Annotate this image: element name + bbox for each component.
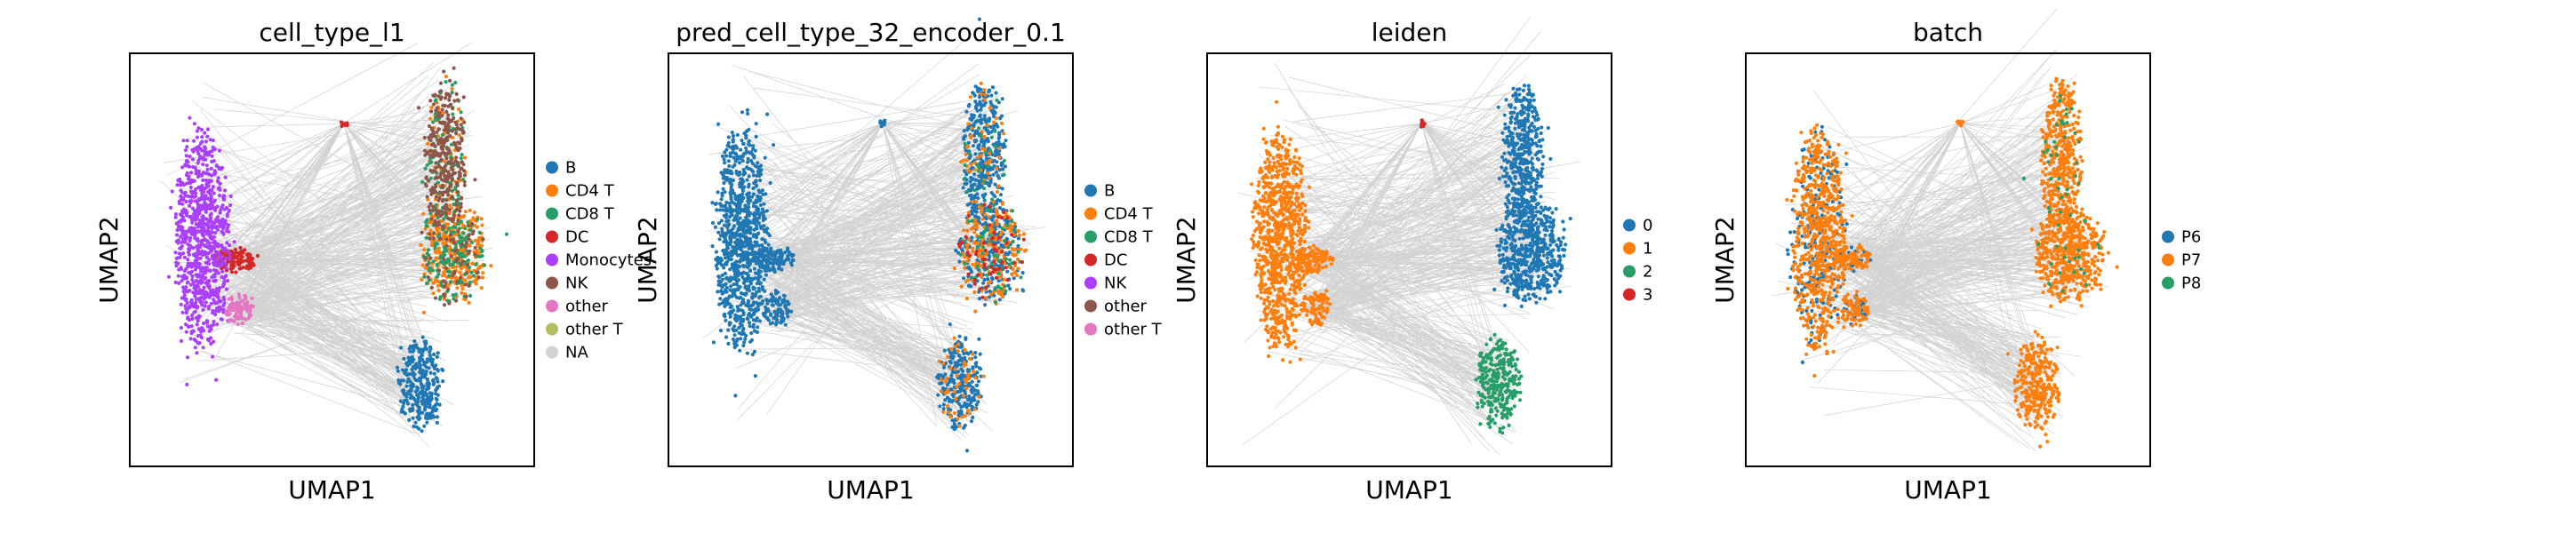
y-axis-label: UMAP2	[1172, 216, 1201, 304]
legend-label-na: NA	[565, 344, 588, 362]
legend-label-b: B	[1104, 182, 1115, 201]
legend-marker-other-t	[1084, 322, 1097, 336]
plot-frame	[668, 52, 1074, 467]
legend-marker-nk	[1084, 276, 1097, 290]
legend-label-other-t: other T	[1104, 321, 1163, 339]
points-p7	[1785, 76, 2119, 449]
legend-label-dc: DC	[565, 228, 588, 247]
points-3	[1419, 118, 1427, 129]
legend-marker-cd8-t	[546, 207, 558, 220]
legend: B CD4 T CD8 T DC NK other other T	[1084, 182, 1163, 339]
legend-label-1: 1	[1643, 240, 1652, 259]
legend-marker-2	[1623, 265, 1636, 278]
legend-marker-other-t	[546, 322, 558, 336]
legend-label-b: B	[565, 159, 576, 178]
points-b	[710, 17, 1026, 453]
legend-label-nk: NK	[565, 274, 588, 293]
legend: P6 P7 P8	[2162, 228, 2201, 293]
points-nk	[417, 66, 485, 307]
legend-marker-cd4-t	[1084, 207, 1097, 220]
panel-leiden: leiden UMAP1 UMAP2 0 1 2 3	[1172, 17, 1652, 505]
points-1	[1250, 99, 1335, 364]
legend-label-3: 3	[1643, 286, 1652, 305]
legend-label-cd8-t: CD8 T	[565, 205, 615, 224]
panel-batch: batch UMAP1 UMAP2 P6 P7 P8	[1710, 8, 2201, 505]
legend-label-nk: NK	[1104, 274, 1127, 293]
points-b	[395, 335, 445, 434]
panel-title: cell_type_l1	[259, 18, 404, 47]
legend-marker-0	[1623, 219, 1636, 232]
y-axis-label: UMAP2	[1710, 216, 1740, 304]
legend-label-0: 0	[1643, 217, 1652, 235]
legend: B CD4 T CD8 T DC Monocytes NK other other T NA	[546, 159, 652, 362]
legend-label-cd4-t: CD4 T	[565, 182, 615, 201]
legend-label-monocytes: Monocytes	[565, 251, 652, 270]
panel-title: leiden	[1372, 18, 1448, 47]
graph-edges	[1771, 8, 2109, 452]
legend-label-dc: DC	[1104, 251, 1127, 270]
legend-marker-p8	[2162, 276, 2174, 290]
points-p8	[2021, 93, 2101, 293]
legend-marker-p7	[2162, 253, 2174, 266]
legend-label-p7: P7	[2181, 251, 2201, 270]
edge-bundle	[1771, 8, 2109, 452]
points-monocytes	[166, 115, 236, 386]
legend-marker-3	[1623, 288, 1636, 301]
legend-label-cd4-t: CD4 T	[1104, 205, 1154, 224]
legend-label-p6: P6	[2181, 228, 2201, 247]
edge-bundle	[1237, 17, 1580, 456]
panel-pred-cell-type-32-encoder-0-1: pred_cell_type_32_encoder_0.1 UMAP1 UMAP2 B…	[633, 17, 1163, 505]
legend-marker-1	[1623, 242, 1636, 255]
graph-edges	[1237, 17, 1580, 456]
graph-edges	[160, 42, 493, 449]
legend-marker-b	[546, 161, 558, 174]
cell-points	[166, 66, 509, 434]
panel-title: batch	[1913, 18, 1983, 47]
x-axis-label: UMAP1	[1904, 475, 1992, 505]
points-0	[1492, 84, 1572, 308]
plot-frame	[1745, 52, 2151, 467]
cell-points	[1785, 76, 2119, 449]
legend-marker-na	[546, 346, 558, 359]
graph-edges	[702, 31, 1045, 440]
cell-points	[1250, 84, 1572, 435]
plot-frame	[1206, 52, 1612, 467]
cell-points	[710, 17, 1028, 453]
y-axis-label: UMAP2	[94, 216, 124, 304]
edge-bundle	[702, 31, 1045, 440]
points-other	[224, 292, 255, 326]
legend: 0 1 2 3	[1623, 217, 1652, 305]
legend-marker-cd8-t	[1084, 230, 1097, 243]
panel-title: pred_cell_type_32_encoder_0.1	[676, 18, 1066, 47]
legend-marker-nk	[546, 276, 558, 290]
legend-label-other-t: other T	[565, 321, 624, 339]
legend-marker-b	[1084, 184, 1097, 197]
legend-label-cd8-t: CD8 T	[1104, 228, 1154, 247]
legend-label-other: other	[1104, 298, 1148, 316]
plot-frame	[129, 52, 535, 467]
edge-bundle	[160, 42, 493, 449]
x-axis-label: UMAP1	[288, 475, 376, 505]
legend-marker-cd4-t	[546, 184, 558, 197]
panel-cell-type-l1: cell_type_l1 UMAP1 UMAP2 B CD4 T CD8 T DC Monoc…	[94, 18, 652, 505]
points-dc	[956, 203, 1026, 299]
points-2	[1474, 332, 1524, 435]
legend-marker-dc	[1084, 253, 1097, 266]
legend-marker-monocytes	[546, 253, 558, 266]
legend-label-other: other	[565, 298, 609, 316]
x-axis-label: UMAP1	[827, 475, 915, 505]
legend-marker-other	[1084, 299, 1097, 313]
x-axis-label: UMAP1	[1365, 475, 1453, 505]
legend-marker-p6	[2162, 230, 2174, 243]
y-axis-label: UMAP2	[633, 216, 662, 304]
legend-marker-other	[546, 299, 558, 313]
legend-marker-dc	[546, 230, 558, 243]
legend-label-2: 2	[1643, 263, 1652, 282]
legend-label-p8: P8	[2181, 274, 2201, 293]
